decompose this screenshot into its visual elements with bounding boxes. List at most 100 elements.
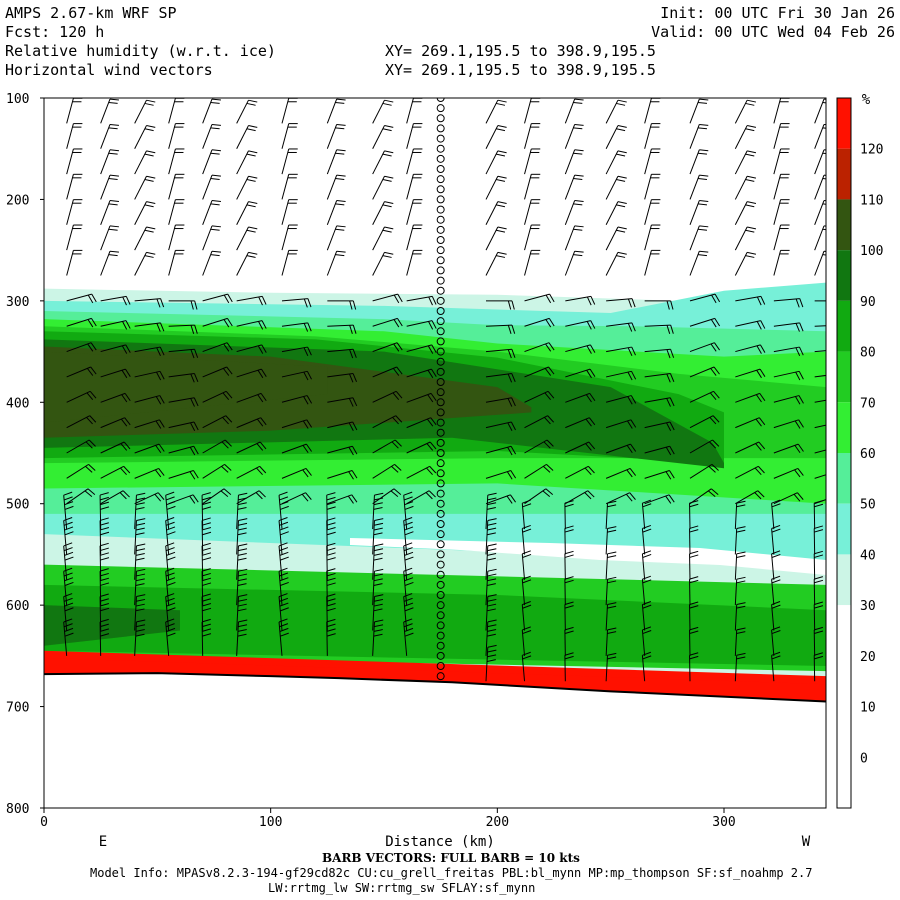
wind-barb-staff [565, 392, 590, 403]
calm-circle [436, 601, 445, 610]
wind-barb-flag [403, 491, 413, 496]
wind-barb-flag [120, 418, 128, 427]
wind-barb-flag [507, 349, 512, 359]
wind-barb-flag [136, 548, 146, 552]
calm-circle [436, 418, 445, 427]
wind-barb-staff [564, 174, 576, 200]
wind-barb-flag [564, 652, 574, 656]
wind-barb-flag [260, 417, 267, 426]
wind-barb-staff [606, 98, 607, 99]
wind-barb-flag [155, 445, 162, 454]
wind-barb-flag [522, 503, 532, 508]
wind-barb-flag [822, 228, 826, 231]
wind-barb-flag [404, 551, 414, 556]
wind-barb-flag [798, 419, 804, 428]
wind-barb-flag [425, 492, 433, 500]
wind-barb-flag [507, 446, 513, 456]
wind-barb-staff [689, 439, 713, 454]
wind-barb-staff [814, 200, 825, 225]
wind-barb-flag [548, 318, 555, 327]
calm-circle [436, 398, 445, 407]
wind-barb-flag [202, 552, 212, 556]
wind-barb-staff [524, 439, 548, 454]
wind-barb-flag [136, 518, 146, 521]
wind-barb-flag [698, 77, 707, 78]
wind-barb-flag [202, 623, 211, 628]
wind-barb-flag [710, 368, 717, 376]
wind-barb-flag [349, 373, 354, 383]
wind-barb-flag [795, 298, 800, 308]
wind-barb-staff [100, 490, 124, 505]
wind-barb-flag [575, 74, 584, 75]
wind-barb-staff [641, 503, 646, 530]
calm-circle [436, 317, 445, 326]
wind-barb-staff [605, 226, 619, 251]
wind-barb-flag [122, 490, 130, 498]
wind-barb-staff [773, 395, 800, 403]
wind-barb-flag [631, 298, 636, 308]
wind-barb-flag [823, 200, 826, 202]
wind-barb-flag [426, 418, 434, 427]
wind-barb-flag [564, 655, 574, 660]
wind-barb-flag [511, 300, 515, 310]
wind-barb-staff [689, 366, 715, 378]
wind-barb-staff [485, 647, 489, 682]
colorbar-swatch [837, 148, 851, 200]
wind-barb-staff [406, 250, 414, 276]
wind-barb-flag [261, 296, 267, 305]
wind-barb-flag [756, 369, 762, 379]
wind-barb-staff [202, 149, 213, 175]
colorbar-tick-label: 30 [860, 599, 876, 614]
wind-barb-flag [584, 467, 592, 476]
wind-barb-flag [86, 392, 94, 401]
wind-barb-flag [100, 598, 109, 602]
wind-barb-flag [616, 179, 626, 182]
wind-barb-staff [403, 621, 408, 656]
wind-barb-flag [237, 507, 247, 510]
wind-barb-flag [373, 552, 383, 556]
wind-barb-staff [773, 174, 782, 200]
wind-barb-flag [745, 128, 755, 132]
wind-barb-flag [397, 318, 403, 327]
wind-barb-staff [281, 224, 290, 251]
wind-barb-flag [224, 439, 232, 447]
wind-barb-flag [823, 123, 826, 126]
calm-circle [436, 195, 445, 204]
wind-barb-flag [547, 415, 555, 423]
wind-barb-flag [771, 604, 781, 609]
wind-barb-staff [564, 98, 576, 124]
wind-barb-staff [524, 366, 549, 378]
wind-barb-flag [146, 125, 156, 128]
wind-barb-flag [210, 101, 220, 104]
wind-barb-staff [524, 463, 547, 479]
wind-barb-flag [258, 321, 264, 330]
wind-barb-flag [607, 576, 617, 580]
wind-barb-flag [125, 296, 131, 305]
wind-barb-flag [64, 602, 74, 607]
wind-barb-staff [735, 320, 761, 327]
wind-barb-flag [125, 344, 131, 353]
wind-barb-flag [237, 552, 247, 556]
wind-barb-flag [257, 394, 264, 403]
wind-barb-staff [372, 226, 385, 251]
wind-barb-flag [302, 469, 309, 478]
wind-barb-flag [823, 174, 826, 176]
wind-barb-flag [630, 443, 637, 452]
calm-circle [436, 489, 445, 498]
wind-barb-staff [814, 350, 826, 353]
wind-barb-flag [616, 128, 626, 132]
wind-barb-staff [236, 150, 249, 175]
wind-barb-flag [747, 125, 757, 128]
wind-barb-staff [564, 124, 576, 149]
wind-barb-flag [543, 416, 551, 425]
wind-barb-flag [823, 225, 826, 227]
colorbar-tick-label: 70 [860, 396, 876, 411]
wind-barb-flag [90, 366, 97, 375]
wind-barb-flag [546, 439, 554, 447]
wind-barb-flag [63, 521, 73, 526]
calm-circle [436, 378, 445, 386]
wind-barb-flag [210, 178, 220, 180]
wind-barb-flag [223, 319, 230, 328]
wind-barb-staff [66, 415, 90, 429]
wind-barb-flag [713, 366, 720, 375]
